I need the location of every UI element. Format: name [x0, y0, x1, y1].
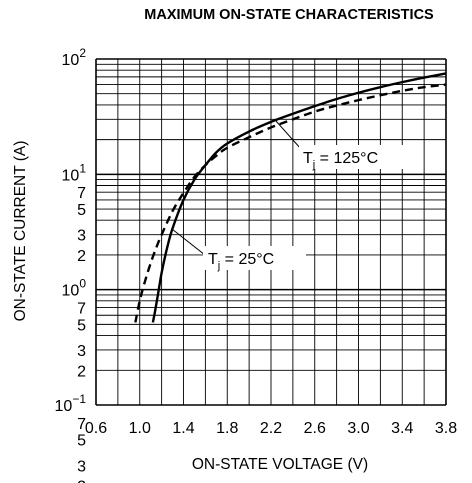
x-tick-label: 3.4 — [391, 420, 413, 437]
x-tick-label: 0.6 — [85, 420, 107, 437]
y-tick-label: 3 — [77, 228, 86, 245]
series-line-125c — [151, 72, 447, 323]
grid — [95, 58, 447, 406]
y-tick-label: 102 — [62, 46, 87, 69]
label-background — [299, 145, 416, 169]
y-tick-label: 2 — [77, 363, 86, 380]
y-tick-labels: 10275321017532100753210−1 — [55, 46, 87, 483]
leader-line — [171, 228, 206, 256]
label-125c: Tj = 125°C — [303, 150, 378, 171]
y-tick-label: 2 — [77, 248, 86, 265]
x-tick-label: 1.8 — [216, 420, 238, 437]
y-tick-label: 3 — [77, 343, 86, 360]
label-background — [203, 246, 306, 270]
x-tick-label: 1.4 — [172, 420, 194, 437]
x-tick-label: 3.8 — [435, 420, 457, 437]
y-tick-label: 100 — [62, 277, 87, 300]
x-tick-label: 3.0 — [347, 420, 369, 437]
x-tick-label: 2.6 — [304, 420, 326, 437]
annotations: Tj = 125°C Tj = 25°C — [171, 120, 416, 272]
x-tick-labels: 0.6 1.0 1.4 1.8 2.2 2.6 3.0 3.4 3.8 — [85, 420, 457, 437]
y-tick-label: 5 — [77, 317, 86, 334]
y-tick-label: 7 — [77, 301, 86, 318]
y-tick-label: 5 — [77, 202, 86, 219]
y-tick-label: 3 — [77, 458, 86, 475]
y-tick-label: 7 — [77, 416, 86, 433]
curves — [134, 72, 447, 323]
y-tick-label: 2 — [77, 479, 86, 483]
y-tick-label: 5 — [77, 433, 86, 450]
chart-title: MAXIMUM ON-STATE CHARACTERISTICS — [144, 7, 434, 23]
leader-line — [275, 120, 302, 150]
y-tick-label: 101 — [62, 161, 87, 184]
x-axis-title: ON-STATE VOLTAGE (V) — [192, 456, 368, 473]
x-tick-label: 2.2 — [260, 420, 282, 437]
y-tick-label: 10−1 — [55, 392, 87, 415]
series-line-25c — [134, 83, 447, 323]
label-25c: Tj = 25°C — [208, 251, 274, 272]
y-tick-label: 7 — [77, 185, 86, 202]
x-tick-label: 1.0 — [129, 420, 151, 437]
y-axis-title: ON-STATE CURRENT (A) — [12, 141, 29, 322]
